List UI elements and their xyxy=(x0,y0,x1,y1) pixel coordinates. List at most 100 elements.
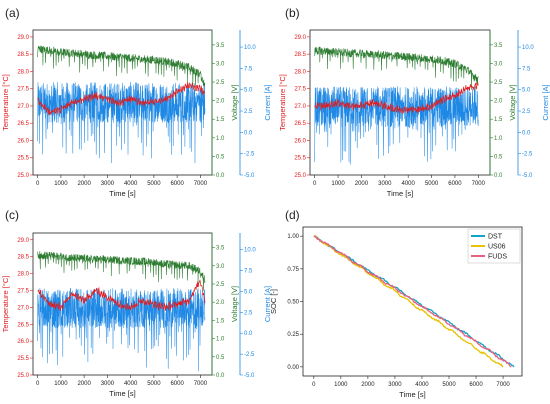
x-tick-label: 1000 xyxy=(54,181,68,187)
left-tick-label: 27.0 xyxy=(294,104,306,110)
temperature-series xyxy=(37,279,206,311)
voltage-tick-label: 0.5 xyxy=(494,154,503,160)
voltage-tick-label: 3.5 xyxy=(494,43,503,49)
voltage-tick-label: 0.0 xyxy=(216,173,225,179)
legend-label: US06 xyxy=(488,244,506,251)
left-tick-label: 28.0 xyxy=(294,69,306,75)
voltage-tick-label: 1.0 xyxy=(216,136,225,142)
x-tick-label: 3000 xyxy=(101,181,115,187)
x-tick-label: 1000 xyxy=(331,181,345,187)
x-tick-label: 4000 xyxy=(415,382,429,388)
x-tick-label: 3000 xyxy=(101,381,115,387)
current-tick-label: 5.0 xyxy=(522,88,531,94)
left-tick-label: 28.5 xyxy=(17,255,29,261)
current-tick-label: 5.0 xyxy=(244,289,253,295)
y-axis-label: SOC [-] xyxy=(269,289,278,314)
left-tick-label: 25.5 xyxy=(294,156,306,162)
voltage-axis-label: Voltage [V] xyxy=(508,84,517,120)
left-tick-label: 28.0 xyxy=(17,69,29,75)
left-tick-label: 27.0 xyxy=(17,104,29,110)
left-tick-label: 26.0 xyxy=(17,339,29,345)
voltage-series xyxy=(37,251,206,291)
voltage-series xyxy=(314,46,479,90)
x-tick-label: 4000 xyxy=(124,181,138,187)
x-tick-label: 5000 xyxy=(147,381,161,387)
x-tick-label: 6000 xyxy=(469,382,483,388)
left-tick-label: 26.5 xyxy=(17,121,29,127)
current-tick-label: 0.0 xyxy=(522,130,531,136)
left-axis-label: Temperature [°C] xyxy=(1,74,10,131)
current-tick-label: -2.5 xyxy=(244,152,255,158)
current-tick-label: 2.5 xyxy=(522,109,531,115)
voltage-tick-label: 3.5 xyxy=(216,43,225,49)
x-tick-label: 0 xyxy=(36,181,40,187)
voltage-tick-label: 2.0 xyxy=(216,300,225,306)
temperature-series xyxy=(37,81,206,116)
voltage-tick-label: 0.0 xyxy=(216,373,225,379)
voltage-tick-label: 1.0 xyxy=(216,337,225,343)
x-tick-label: 6000 xyxy=(448,181,462,187)
legend-label: DST xyxy=(488,234,503,241)
voltage-tick-label: 3.0 xyxy=(216,61,225,67)
left-tick-label: 25.0 xyxy=(17,173,29,179)
x-tick-label: 2000 xyxy=(77,181,91,187)
left-axis-label: Temperature [°C] xyxy=(1,276,10,333)
y-tick-label: 0.75 xyxy=(287,267,299,273)
voltage-tick-label: 1.5 xyxy=(216,117,225,123)
left-tick-label: 25.5 xyxy=(17,156,29,162)
voltage-tick-label: 2.5 xyxy=(216,80,225,86)
voltage-tick-label: 2.0 xyxy=(494,99,503,105)
left-tick-label: 29.0 xyxy=(294,35,306,41)
panel-label: (c) xyxy=(5,208,19,222)
voltage-tick-label: 3.0 xyxy=(216,264,225,270)
temperature-series xyxy=(314,81,479,114)
current-tick-label: 10.0 xyxy=(244,45,256,51)
current-axis-label: Current [A] xyxy=(263,286,272,322)
current-axis-label: Current [A] xyxy=(263,84,272,120)
left-tick-label: 27.5 xyxy=(294,87,306,93)
current-tick-label: 7.5 xyxy=(244,269,253,275)
x-axis-label: Time [s] xyxy=(399,390,425,399)
current-tick-label: 10.0 xyxy=(522,45,534,51)
voltage-tick-label: 2.5 xyxy=(494,80,503,86)
x-tick-label: 2000 xyxy=(361,382,375,388)
x-tick-label: 0 xyxy=(36,381,40,387)
x-tick-label: 4000 xyxy=(402,181,416,187)
current-tick-label: -2.5 xyxy=(244,352,255,358)
current-tick-label: -2.5 xyxy=(522,152,533,158)
voltage-series xyxy=(37,45,206,88)
x-axis-label: Time [s] xyxy=(387,189,413,198)
panel-a: (a) 0 1000 2000 3000 4000 5000 6000 7000 Time [s]… xyxy=(1,6,272,198)
voltage-tick-label: 3.0 xyxy=(494,61,503,67)
panel-label: (d) xyxy=(285,208,300,222)
left-tick-label: 26.5 xyxy=(17,322,29,328)
x-tick-label: 3000 xyxy=(388,382,402,388)
current-tick-label: 0.0 xyxy=(244,331,253,337)
left-tick-label: 29.0 xyxy=(17,238,29,244)
y-tick-label: 0.50 xyxy=(287,300,299,306)
x-tick-label: 0 xyxy=(313,181,317,187)
x-tick-label: 2000 xyxy=(77,381,91,387)
current-tick-label: 0.0 xyxy=(244,130,253,136)
voltage-tick-label: 0.5 xyxy=(216,154,225,160)
legend-label: FUDS xyxy=(488,254,507,261)
y-tick-label: 0.00 xyxy=(287,365,299,371)
x-tick-label: 0 xyxy=(312,382,316,388)
x-tick-label: 5000 xyxy=(442,382,456,388)
current-tick-label: -5.0 xyxy=(522,173,533,179)
x-axis-label: Time [s] xyxy=(109,189,135,198)
x-tick-label: 7000 xyxy=(194,381,208,387)
x-tick-label: 5000 xyxy=(147,181,161,187)
current-tick-label: 10.0 xyxy=(244,248,256,254)
voltage-tick-label: 2.5 xyxy=(216,282,225,288)
current-tick-label: 2.5 xyxy=(244,310,253,316)
current-tick-label: 7.5 xyxy=(522,66,531,72)
x-tick-label: 1000 xyxy=(334,382,348,388)
soc-series-us06 xyxy=(313,235,504,368)
voltage-tick-label: 1.0 xyxy=(494,136,503,142)
soc-series-fuds xyxy=(313,235,512,368)
voltage-tick-label: 0.0 xyxy=(494,173,503,179)
current-tick-label: 5.0 xyxy=(244,88,253,94)
voltage-tick-label: 3.5 xyxy=(216,246,225,252)
